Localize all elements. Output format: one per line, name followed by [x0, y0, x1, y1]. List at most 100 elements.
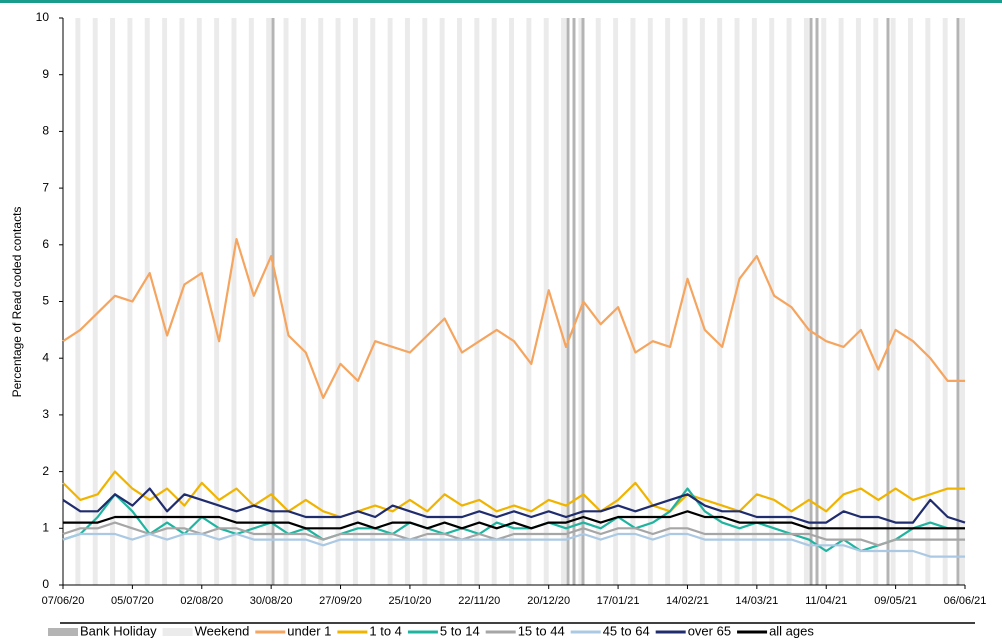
- x-tick-label: 22/11/20: [458, 595, 500, 607]
- legend-label: under 1: [287, 623, 331, 638]
- weekend-band: [144, 18, 150, 585]
- weekend-band: [335, 18, 341, 585]
- weekend-band: [942, 18, 948, 585]
- x-tick-label: 07/06/20: [42, 595, 85, 607]
- series-line: [62, 532, 965, 558]
- legend-label: 15 to 44: [518, 623, 565, 638]
- weekend-band: [352, 18, 358, 585]
- weekend-band: [613, 18, 619, 585]
- weekend-band: [890, 18, 896, 585]
- x-tick-label: 14/03/21: [735, 595, 778, 607]
- weekend-band: [908, 18, 913, 585]
- weekend-band: [647, 18, 653, 585]
- weekend-band: [110, 18, 116, 585]
- weekend-band: [404, 18, 410, 585]
- weekend-band: [387, 18, 393, 585]
- legend-swatch: [48, 628, 78, 636]
- legend-swatch: [162, 628, 193, 636]
- x-tick-label: 09/05/21: [874, 595, 917, 607]
- legend-label: all ages: [769, 623, 814, 638]
- y-tick-label: 10: [36, 10, 50, 24]
- series-line: [62, 470, 965, 519]
- weekend-band: [960, 18, 965, 585]
- legend-label: 5 to 14: [440, 623, 480, 638]
- x-tick-label: 20/12/20: [527, 595, 570, 607]
- legend-label: 1 to 4: [369, 623, 402, 638]
- weekend-band: [231, 18, 237, 585]
- weekend-band: [266, 18, 272, 585]
- x-tick-label: 06/06/21: [944, 595, 987, 607]
- weekend-band: [873, 18, 879, 585]
- weekend-band: [439, 18, 445, 585]
- bank-holiday: [572, 18, 576, 585]
- x-tick-label: 02/08/20: [180, 595, 223, 607]
- series-line: [62, 521, 965, 547]
- y-tick-label: 8: [42, 124, 49, 138]
- legend-label: 45 to 64: [603, 623, 650, 638]
- bank-holiday: [886, 18, 890, 585]
- y-axis-label: Percentage of Read coded contacts: [10, 207, 24, 398]
- y-tick-label: 2: [42, 464, 49, 478]
- weekend-band: [422, 18, 428, 585]
- y-tick-label: 9: [42, 67, 49, 81]
- y-tick-label: 6: [42, 237, 49, 251]
- bank-holiday: [815, 18, 819, 585]
- bank-holiday: [809, 18, 813, 585]
- bank-holiday: [956, 18, 960, 585]
- legend-label: Bank Holiday: [80, 623, 157, 638]
- weekend-band: [665, 18, 671, 585]
- y-tick-label: 1: [42, 520, 49, 534]
- x-tick-label: 05/07/20: [111, 595, 154, 607]
- series-line: [62, 487, 966, 524]
- weekend-band: [248, 18, 254, 585]
- x-tick-label: 14/02/21: [666, 595, 709, 607]
- series-line: [62, 238, 965, 399]
- bank-holiday: [566, 18, 570, 585]
- weekend-band: [734, 18, 740, 585]
- weekend-band: [526, 18, 532, 585]
- weekend-band: [75, 18, 81, 585]
- background-bands: [75, 18, 965, 585]
- weekend-band: [595, 18, 601, 585]
- y-tick-label: 7: [42, 180, 49, 194]
- weekend-band: [821, 18, 827, 585]
- top-bar: [0, 0, 1002, 3]
- weekend-band: [474, 18, 480, 585]
- y-tick-label: 0: [42, 577, 49, 591]
- weekend-band: [751, 18, 757, 585]
- y-tick-label: 4: [42, 350, 49, 364]
- weekend-band: [509, 18, 514, 585]
- x-tick-label: 30/08/20: [250, 595, 293, 607]
- series-line: [62, 487, 965, 553]
- weekend-band: [925, 18, 931, 585]
- weekend-band: [491, 18, 497, 585]
- weekend-band: [179, 18, 185, 585]
- weekend-band: [162, 18, 168, 585]
- weekend-band: [283, 18, 289, 585]
- weekend-band: [92, 18, 98, 585]
- weekend-band: [699, 18, 705, 585]
- legend-label: Weekend: [195, 623, 250, 638]
- weekend-band: [855, 18, 861, 585]
- y-tick-label: 5: [42, 294, 49, 308]
- weekend-band: [578, 18, 584, 585]
- x-tick-label: 27/09/20: [319, 595, 362, 607]
- weekend-band: [630, 18, 636, 585]
- legend-label: over 65: [688, 623, 731, 638]
- weekend-band: [786, 18, 792, 585]
- bank-holiday: [271, 18, 275, 585]
- weekend-band: [214, 18, 220, 585]
- y-tick-label: 3: [42, 407, 49, 421]
- x-tick-label: 11/04/21: [805, 595, 847, 607]
- weekend-band: [682, 18, 688, 585]
- x-tick-label: 17/01/21: [597, 595, 640, 607]
- weekend-band: [457, 18, 462, 585]
- weekend-band: [318, 18, 324, 585]
- weekend-band: [300, 18, 306, 585]
- weekend-band: [561, 18, 567, 585]
- weekend-band: [838, 18, 844, 585]
- weekend-band: [196, 18, 202, 585]
- weekend-band: [769, 18, 775, 585]
